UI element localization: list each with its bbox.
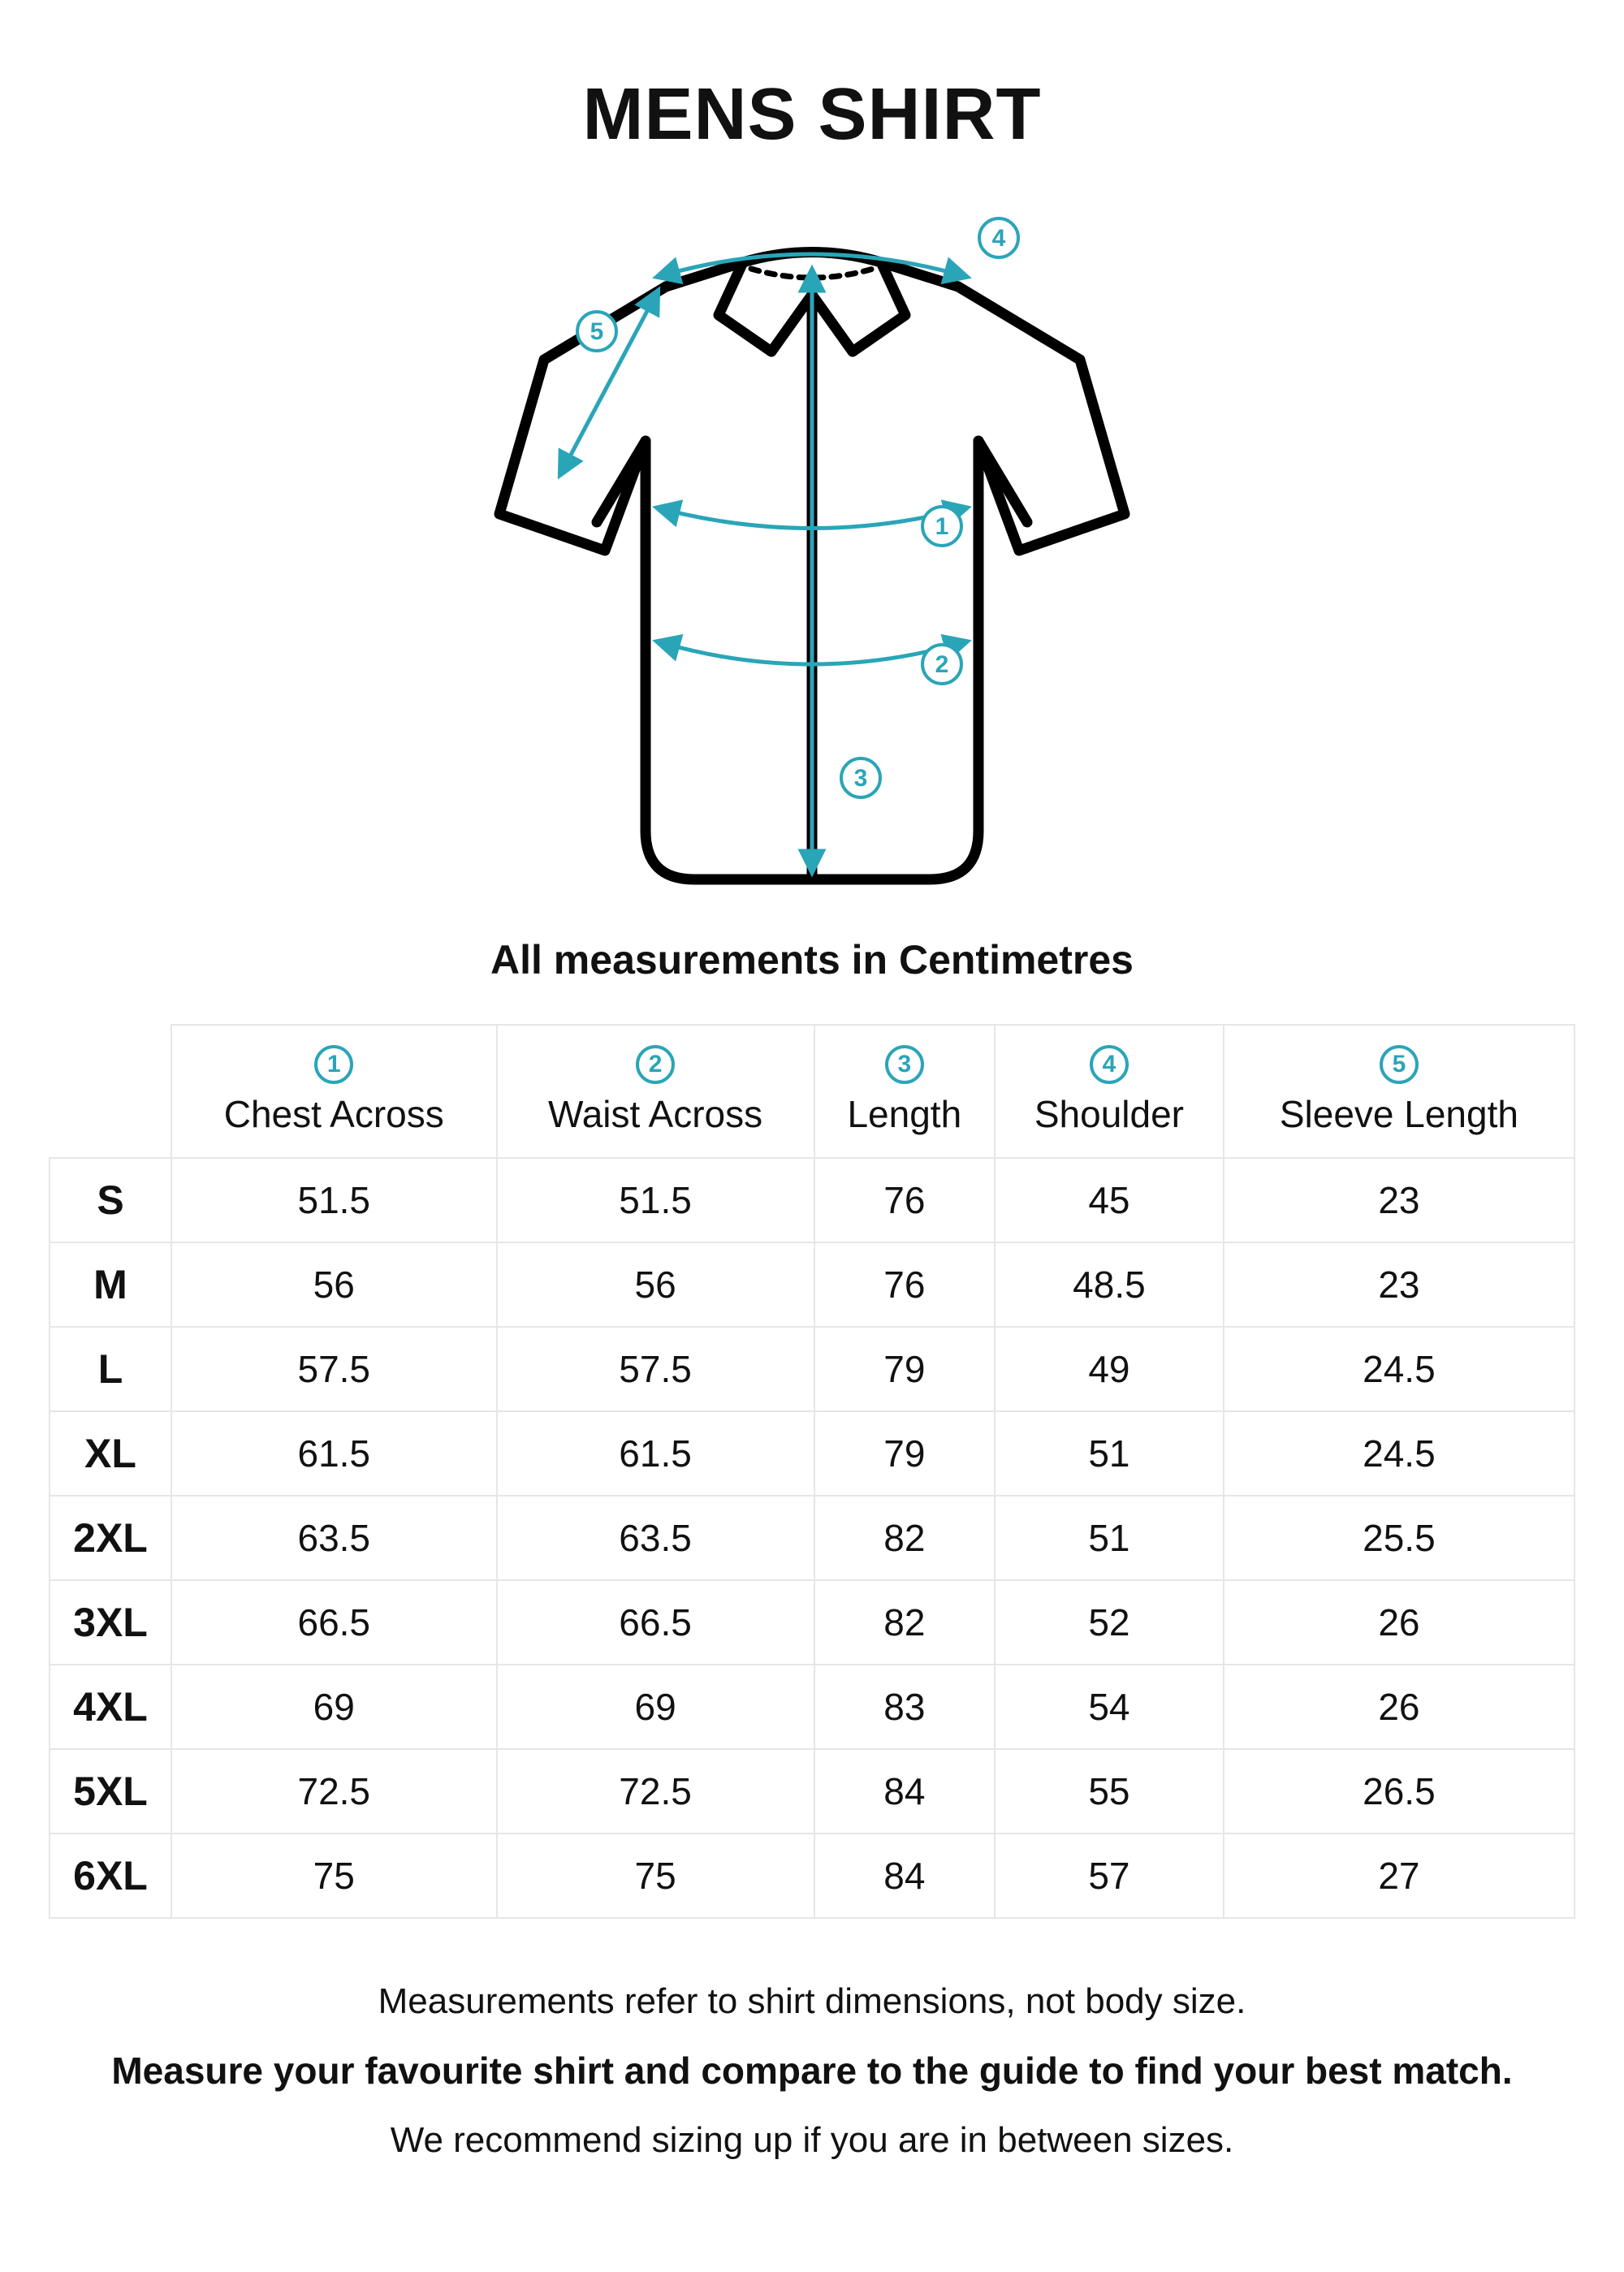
column-header: 5 Sleeve Length [1224, 1025, 1574, 1158]
value-cell: 54 [995, 1665, 1224, 1749]
value-cell: 26.5 [1224, 1749, 1574, 1834]
column-header: 3 Length [814, 1025, 995, 1158]
column-badge: 2 [636, 1045, 675, 1084]
table-row: 4XL6969835426 [50, 1665, 1574, 1749]
value-cell: 79 [814, 1411, 995, 1496]
value-cell: 82 [814, 1496, 995, 1580]
value-cell: 83 [814, 1665, 995, 1749]
value-cell: 69 [497, 1665, 814, 1749]
diagram-badge-number: 4 [992, 225, 1006, 252]
size-cell: 2XL [50, 1496, 171, 1580]
value-cell: 61.5 [171, 1411, 497, 1496]
value-cell: 48.5 [995, 1242, 1224, 1327]
value-cell: 55 [995, 1749, 1224, 1834]
notes-line-1: Measurements refer to shirt dimensions, … [49, 1967, 1575, 2036]
table-row: 3XL66.566.5825226 [50, 1580, 1574, 1665]
size-table-head: 1 Chest Across 2 Waist Across 3 Length 4 Should… [50, 1025, 1574, 1158]
table-row: XL61.561.5795124.5 [50, 1411, 1574, 1496]
notes-line-2: Measure your favourite shirt and compare… [49, 2036, 1575, 2106]
size-table-corner-cell [50, 1025, 171, 1158]
value-cell: 24.5 [1224, 1327, 1574, 1411]
table-row: 2XL63.563.5825125.5 [50, 1496, 1574, 1580]
value-cell: 26 [1224, 1665, 1574, 1749]
value-cell: 51 [995, 1496, 1224, 1580]
diagram-badge-number: 5 [590, 318, 604, 345]
value-cell: 75 [171, 1834, 497, 1918]
column-label: Length [823, 1092, 986, 1136]
value-cell: 61.5 [497, 1411, 814, 1496]
value-cell: 51 [995, 1411, 1224, 1496]
column-badge: 1 [314, 1045, 353, 1084]
page-title: MENS SHIRT [49, 73, 1575, 157]
value-cell: 51.5 [171, 1158, 497, 1242]
value-cell: 51.5 [497, 1158, 814, 1242]
value-cell: 25.5 [1224, 1496, 1574, 1580]
value-cell: 76 [814, 1242, 995, 1327]
column-badge: 4 [1090, 1045, 1129, 1084]
value-cell: 66.5 [171, 1580, 497, 1665]
size-guide-page: MENS SHIRT [0, 0, 1624, 2272]
table-row: L57.557.5794924.5 [50, 1327, 1574, 1411]
column-header: 1 Chest Across [171, 1025, 497, 1158]
table-row: S51.551.5764523 [50, 1158, 1574, 1242]
value-cell: 57 [995, 1834, 1224, 1918]
value-cell: 24.5 [1224, 1411, 1574, 1496]
table-row: 6XL7575845727 [50, 1834, 1574, 1918]
diagram-badge-number: 3 [854, 765, 868, 792]
diagram-container: 1 2 3 4 5 [49, 189, 1575, 904]
column-badge: 3 [885, 1045, 924, 1084]
value-cell: 84 [814, 1749, 995, 1834]
value-cell: 57.5 [497, 1327, 814, 1411]
notes: Measurements refer to shirt dimensions, … [49, 1967, 1575, 2175]
size-table-body: S51.551.5764523M56567648.523L57.557.5794… [50, 1158, 1574, 1918]
shirt-diagram: 1 2 3 4 5 [422, 189, 1202, 904]
size-cell: 3XL [50, 1580, 171, 1665]
size-cell: M [50, 1242, 171, 1327]
value-cell: 49 [995, 1327, 1224, 1411]
column-label: Chest Across [180, 1092, 488, 1136]
units-subtitle: All measurements in Centimetres [49, 936, 1575, 983]
value-cell: 75 [497, 1834, 814, 1918]
value-cell: 63.5 [497, 1496, 814, 1580]
value-cell: 84 [814, 1834, 995, 1918]
diagram-badge-number: 2 [935, 651, 949, 678]
value-cell: 63.5 [171, 1496, 497, 1580]
size-table-header-row: 1 Chest Across 2 Waist Across 3 Length 4 Should… [50, 1025, 1574, 1158]
column-badge: 5 [1380, 1045, 1419, 1084]
size-cell: S [50, 1158, 171, 1242]
size-cell: L [50, 1327, 171, 1411]
value-cell: 27 [1224, 1834, 1574, 1918]
notes-line-3: We recommend sizing up if you are in bet… [49, 2106, 1575, 2175]
column-label: Sleeve Length [1233, 1092, 1566, 1136]
value-cell: 66.5 [497, 1580, 814, 1665]
table-row: 5XL72.572.5845526.5 [50, 1749, 1574, 1834]
value-cell: 57.5 [171, 1327, 497, 1411]
column-label: Waist Across [506, 1092, 806, 1136]
value-cell: 72.5 [497, 1749, 814, 1834]
value-cell: 26 [1224, 1580, 1574, 1665]
size-table: 1 Chest Across 2 Waist Across 3 Length 4 Should… [49, 1024, 1575, 1919]
value-cell: 76 [814, 1158, 995, 1242]
value-cell: 79 [814, 1327, 995, 1411]
value-cell: 69 [171, 1665, 497, 1749]
size-cell: 6XL [50, 1834, 171, 1918]
value-cell: 82 [814, 1580, 995, 1665]
value-cell: 52 [995, 1580, 1224, 1665]
column-label: Shoulder [1004, 1092, 1215, 1136]
value-cell: 23 [1224, 1158, 1574, 1242]
table-row: M56567648.523 [50, 1242, 1574, 1327]
value-cell: 23 [1224, 1242, 1574, 1327]
diagram-badge-number: 1 [935, 513, 949, 540]
column-header: 2 Waist Across [497, 1025, 814, 1158]
column-header: 4 Shoulder [995, 1025, 1224, 1158]
size-cell: XL [50, 1411, 171, 1496]
size-cell: 5XL [50, 1749, 171, 1834]
value-cell: 45 [995, 1158, 1224, 1242]
value-cell: 72.5 [171, 1749, 497, 1834]
value-cell: 56 [171, 1242, 497, 1327]
size-cell: 4XL [50, 1665, 171, 1749]
value-cell: 56 [497, 1242, 814, 1327]
